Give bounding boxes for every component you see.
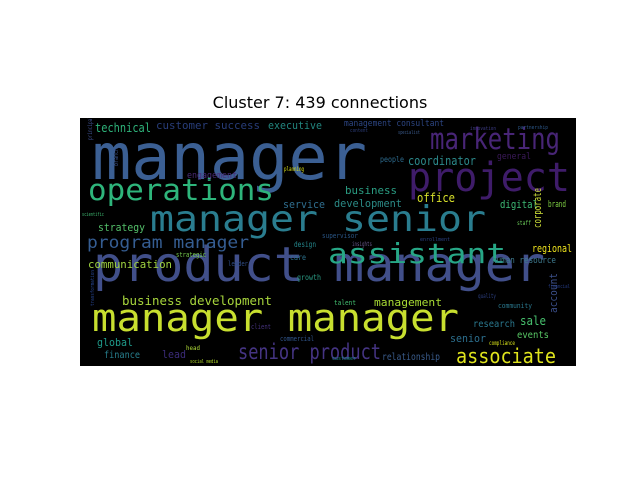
word-customer-success: customer success [156,119,260,132]
word-marketing: marketing [430,122,560,156]
word-executive: executive [268,119,322,132]
word-social-media: social media [190,359,218,365]
word-brand: brand [548,200,566,210]
word-growth: growth [297,273,321,282]
word-quality: quality [478,293,496,300]
word-people: people [380,155,404,164]
word-project: project [408,155,570,201]
word-general: general [497,152,531,162]
word-supervisor: supervisor [322,232,358,240]
chart-title: Cluster 7: 439 connections [212,93,428,112]
word-enrollment: enrollment [420,237,450,243]
word-corporate: corporate [531,188,544,228]
word-innovation: innovation [470,126,496,132]
word-financial: financial [548,284,570,290]
word-senior-product: senior product [238,340,381,364]
word-leader: leader [228,260,248,268]
word-planning: planning [284,166,304,173]
word-product-manager: product manager [93,237,545,293]
word-business-development: business development [122,294,272,308]
word-office: office [417,191,455,205]
word-insights: insights [352,241,372,248]
word-principal: principal [87,118,94,140]
word-associate: associate [456,344,556,366]
word-head: head [186,345,200,352]
word-manager-manager: manager manager [92,296,459,340]
word-coordinator: coordinator [408,154,476,168]
word-management: management [374,296,442,309]
word-lead: lead [162,348,186,361]
word-finance: finance [104,350,140,361]
word-engagement: engagement [187,171,237,181]
word-manager-senior: manager senior [150,199,486,240]
word-regional: regional [532,242,572,255]
word-customer: customer [332,356,356,362]
word-operations: operations [88,173,274,207]
word-staff: staff [517,220,531,227]
word-assistant: assistant [328,237,506,270]
word-specialist: specialist [398,130,420,136]
word-business: business [345,184,397,197]
word-cloud-background [80,118,576,366]
word-program-manager: program manager [87,233,249,253]
word-strategy: strategy [98,221,145,234]
word-human-resource: human resource [492,256,556,266]
word-global: global [97,336,133,349]
word-relationship: relationship [382,352,440,363]
word-compliance: compliance [489,340,515,347]
word-development: development [334,197,402,210]
word-scientific: scientific [82,212,104,218]
word-content: content [350,128,368,134]
word-transformation: transformation [90,270,96,306]
word-partnership: partnership [518,125,548,131]
word-research: research [473,319,515,330]
word-sale: sale [520,314,546,328]
word-branch: branch [113,148,120,166]
word-manager: manager [92,121,367,195]
word-digital: digital [500,198,538,211]
word-commercial: commercial [280,335,314,343]
word-technical: technical [95,121,151,135]
word-senior: senior [450,332,486,345]
word-events: events [517,330,549,341]
word-talent: talent [334,299,356,307]
word-service: service [283,198,325,211]
word-care: care [290,253,306,262]
word-client: client [251,323,271,331]
word-design: design [294,240,316,249]
word-strategic: strategic [176,251,206,259]
word-communication: communication [88,258,172,271]
word-account: account [547,273,560,313]
word-management-consultant: management consultant [344,119,444,129]
word-community: community [498,302,532,310]
